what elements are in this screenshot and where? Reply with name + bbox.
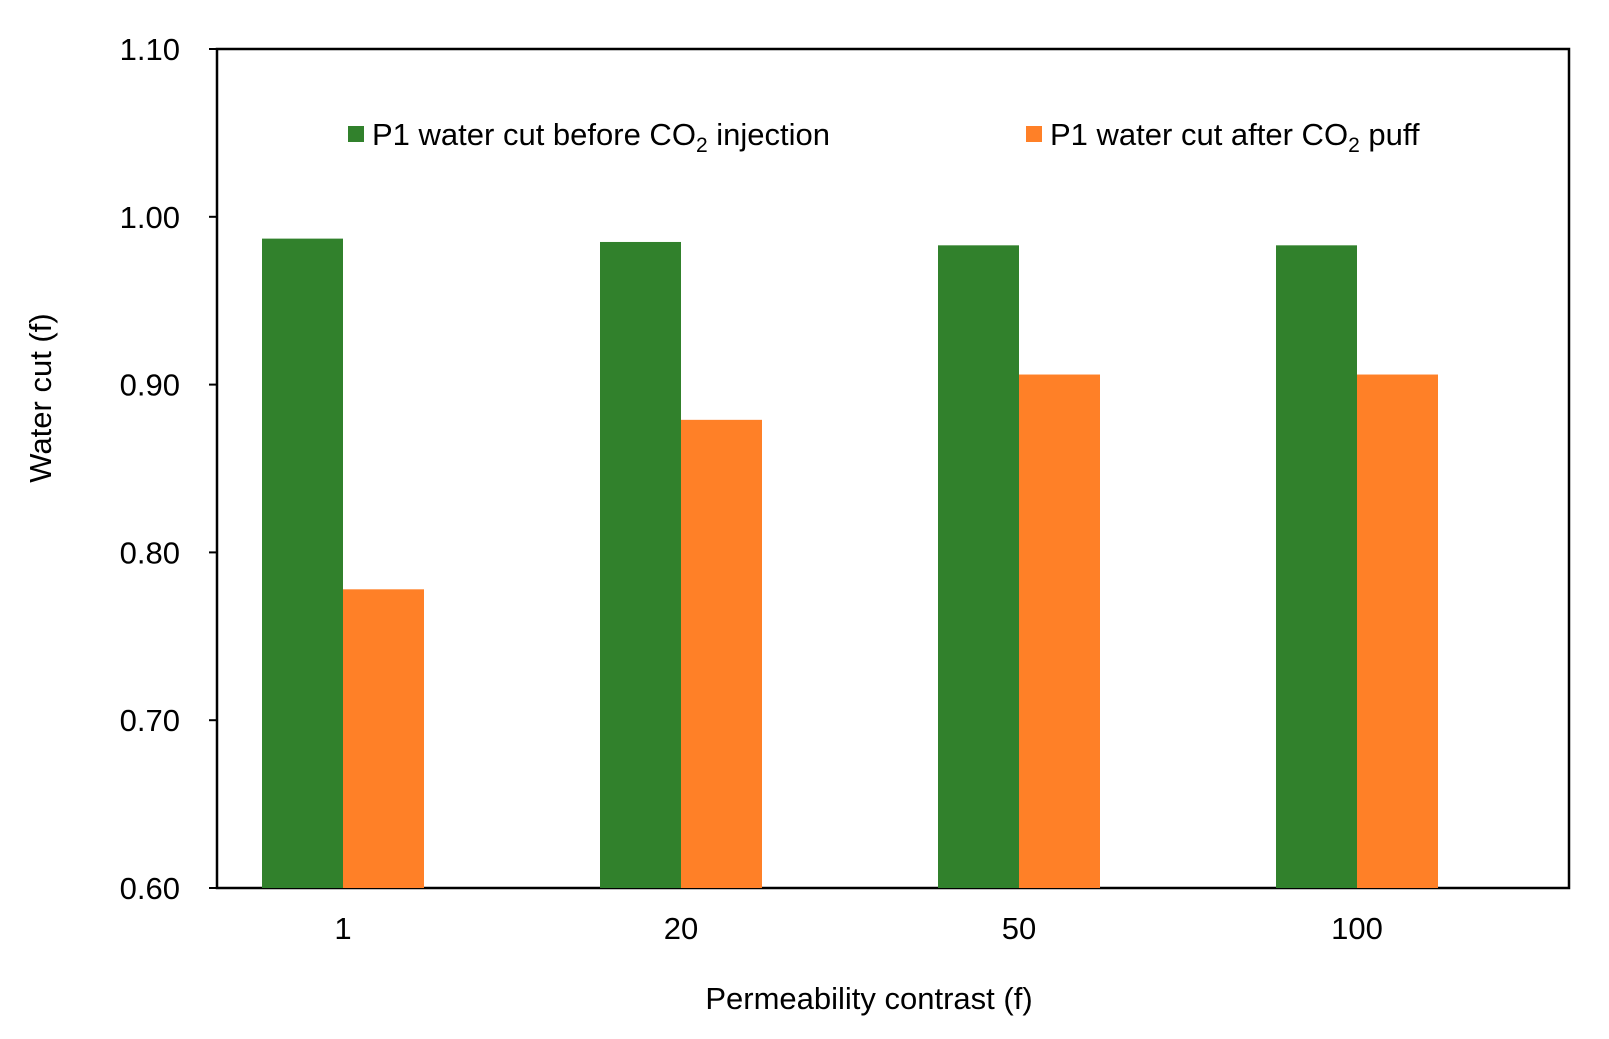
y-tick-label: 1.00 bbox=[120, 200, 180, 235]
y-tick-label: 0.60 bbox=[120, 871, 180, 906]
legend-item-before: P1 water cut before CO2 injection bbox=[348, 117, 830, 157]
bars-group bbox=[262, 238, 1438, 889]
x-axis-title: Permeability contrast (f) bbox=[705, 981, 1032, 1016]
y-tick-label: 0.90 bbox=[120, 368, 180, 403]
bar-after-50 bbox=[1019, 374, 1100, 889]
x-axis-ticks: 1 20 50 100 bbox=[334, 911, 1382, 946]
bar-before-100 bbox=[1276, 245, 1357, 889]
y-axis-title: Water cut (f) bbox=[23, 313, 58, 482]
legend-swatch-after bbox=[1026, 126, 1042, 142]
bar-before-20 bbox=[600, 241, 681, 889]
x-tick-label: 100 bbox=[1331, 911, 1383, 946]
legend-label-before: P1 water cut before CO2 injection bbox=[372, 117, 830, 157]
bar-after-20 bbox=[681, 419, 762, 888]
bar-after-100 bbox=[1357, 374, 1438, 889]
x-tick-label: 50 bbox=[1002, 911, 1036, 946]
x-tick-label: 20 bbox=[664, 911, 698, 946]
legend-item-after: P1 water cut after CO2 puff bbox=[1026, 117, 1420, 157]
legend: P1 water cut before CO2 injection P1 wat… bbox=[348, 117, 1420, 157]
bar-after-1 bbox=[343, 589, 424, 888]
y-axis-ticks: 0.60 0.70 0.80 0.90 1.00 1.10 bbox=[120, 32, 217, 906]
y-tick-label: 1.10 bbox=[120, 32, 180, 67]
bar-before-1 bbox=[262, 238, 343, 888]
x-tick-label: 1 bbox=[334, 911, 351, 946]
y-tick-label: 0.70 bbox=[120, 703, 180, 738]
y-tick-label: 0.80 bbox=[120, 535, 180, 570]
legend-label-after: P1 water cut after CO2 puff bbox=[1050, 117, 1420, 157]
bar-before-50 bbox=[938, 245, 1019, 889]
legend-swatch-before bbox=[348, 126, 364, 142]
